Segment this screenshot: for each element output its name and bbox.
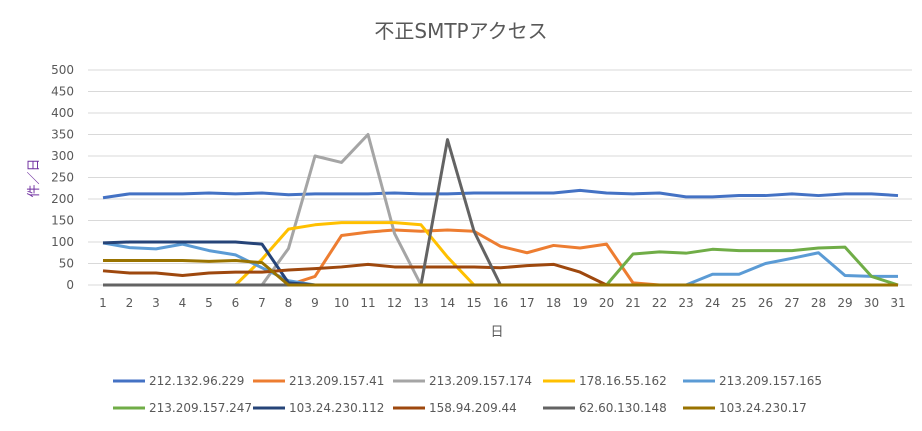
y-tick-label: 450	[51, 85, 74, 99]
x-tick-label: 12	[387, 296, 402, 310]
y-tick-label: 50	[59, 257, 74, 271]
y-tick-label: 350	[51, 128, 74, 142]
legend-label: 62.60.130.148	[579, 401, 667, 415]
x-tick-label: 22	[652, 296, 667, 310]
legend-label: 103.24.230.17	[719, 401, 807, 415]
x-tick-label: 31	[890, 296, 905, 310]
x-tick-label: 13	[413, 296, 428, 310]
x-tick-label: 8	[285, 296, 293, 310]
legend-label: 158.94.209.44	[429, 401, 517, 415]
x-tick-label: 10	[334, 296, 349, 310]
x-tick-label: 16	[493, 296, 508, 310]
series-line-212.132.96.229	[102, 188, 899, 200]
y-axis-label: 件／日	[27, 158, 42, 197]
x-tick-label: 17	[519, 296, 534, 310]
x-tick-label: 30	[864, 296, 879, 310]
y-tick-label: 250	[51, 171, 74, 185]
x-tick-label: 9	[311, 296, 319, 310]
x-tick-label: 19	[572, 296, 587, 310]
legend-label: 213.209.157.165	[719, 374, 822, 388]
y-tick-label: 200	[51, 192, 74, 206]
series-line-213.209.157.41	[103, 228, 898, 287]
x-tick-label: 26	[758, 296, 773, 310]
y-tick-label: 150	[51, 214, 74, 228]
x-tick-label: 28	[811, 296, 826, 310]
legend-label: 178.16.55.162	[579, 374, 667, 388]
x-tick-label: 21	[625, 296, 640, 310]
x-tick-label: 25	[731, 296, 746, 310]
legend-label: 103.24.230.112	[289, 401, 384, 415]
y-tick-label: 300	[51, 149, 74, 163]
x-tick-label: 14	[440, 296, 455, 310]
y-tick-label: 100	[51, 235, 74, 249]
y-tick-label: 500	[51, 63, 74, 77]
x-tick-label: 6	[232, 296, 240, 310]
x-tick-label: 5	[205, 296, 213, 310]
legend-label: 213.209.157.174	[429, 374, 532, 388]
x-tick-label: 24	[705, 296, 720, 310]
legend-label: 213.209.157.41	[289, 374, 384, 388]
legend-label: 213.209.157.247	[149, 401, 252, 415]
x-tick-label: 2	[126, 296, 134, 310]
legend-label: 212.132.96.229	[149, 374, 244, 388]
y-tick-label: 400	[51, 106, 74, 120]
x-tick-label: 20	[599, 296, 614, 310]
x-tick-label: 27	[784, 296, 799, 310]
x-tick-label: 11	[360, 296, 375, 310]
x-tick-label: 4	[179, 296, 187, 310]
x-tick-label: 7	[258, 296, 266, 310]
y-tick-label: 0	[66, 278, 74, 292]
x-tick-label: 1	[99, 296, 107, 310]
x-axis-label: 日	[490, 325, 503, 340]
x-tick-label: 18	[546, 296, 561, 310]
series-line-103.24.230.17	[103, 258, 898, 287]
x-tick-label: 3	[152, 296, 160, 310]
chart-title: 不正SMTPアクセス	[374, 19, 547, 43]
x-tick-label: 29	[837, 296, 852, 310]
x-tick-label: 15	[466, 296, 481, 310]
x-tick-label: 23	[678, 296, 693, 310]
